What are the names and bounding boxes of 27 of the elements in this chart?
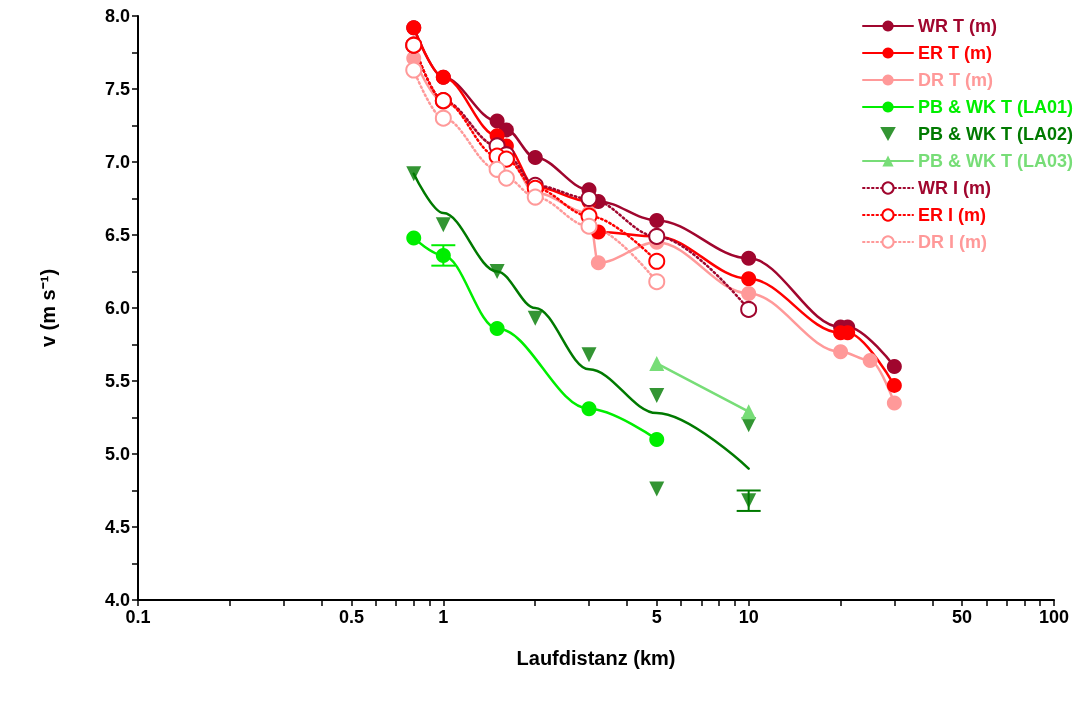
y-tick-label: 8.0 bbox=[104, 6, 130, 26]
y-tick-label: 5.0 bbox=[104, 444, 130, 464]
legend-label: DR I (m) bbox=[918, 232, 987, 252]
x-tick-label: 5 bbox=[651, 607, 662, 627]
x-tick-label: 10 bbox=[738, 607, 759, 627]
legend-label: PB & WK T (LA01) bbox=[918, 97, 1074, 117]
x-tick-label: 50 bbox=[952, 607, 973, 627]
y-tick-label: 5.5 bbox=[104, 371, 130, 391]
legend-label: WR T (m) bbox=[918, 16, 997, 36]
x-axis-title: Laufdistanz (km) bbox=[516, 647, 676, 669]
legend-label: DR T (m) bbox=[918, 70, 993, 90]
x-tick-label: 1 bbox=[438, 607, 449, 627]
y-tick-label: 4.5 bbox=[104, 517, 130, 537]
x-tick-label: 100 bbox=[1038, 607, 1070, 627]
legend-label: PB & WK T (LA03) bbox=[918, 151, 1074, 171]
y-axis-title: v (m s⁻¹) bbox=[37, 268, 59, 348]
legend-label: WR I (m) bbox=[918, 178, 991, 198]
y-tick-label: 6.5 bbox=[104, 225, 130, 245]
y-tick-label: 4.0 bbox=[104, 590, 130, 610]
legend-label: PB & WK T (LA02) bbox=[918, 124, 1074, 144]
y-tick-label: 7.5 bbox=[104, 79, 130, 99]
x-tick-label: 0.5 bbox=[338, 607, 364, 627]
y-tick-label: 6.0 bbox=[104, 298, 130, 318]
legend-label: ER T (m) bbox=[918, 43, 993, 63]
x-tick-label: 0.1 bbox=[125, 607, 151, 627]
y-tick-label: 7.0 bbox=[104, 152, 130, 172]
legend-label: ER I (m) bbox=[918, 205, 987, 225]
